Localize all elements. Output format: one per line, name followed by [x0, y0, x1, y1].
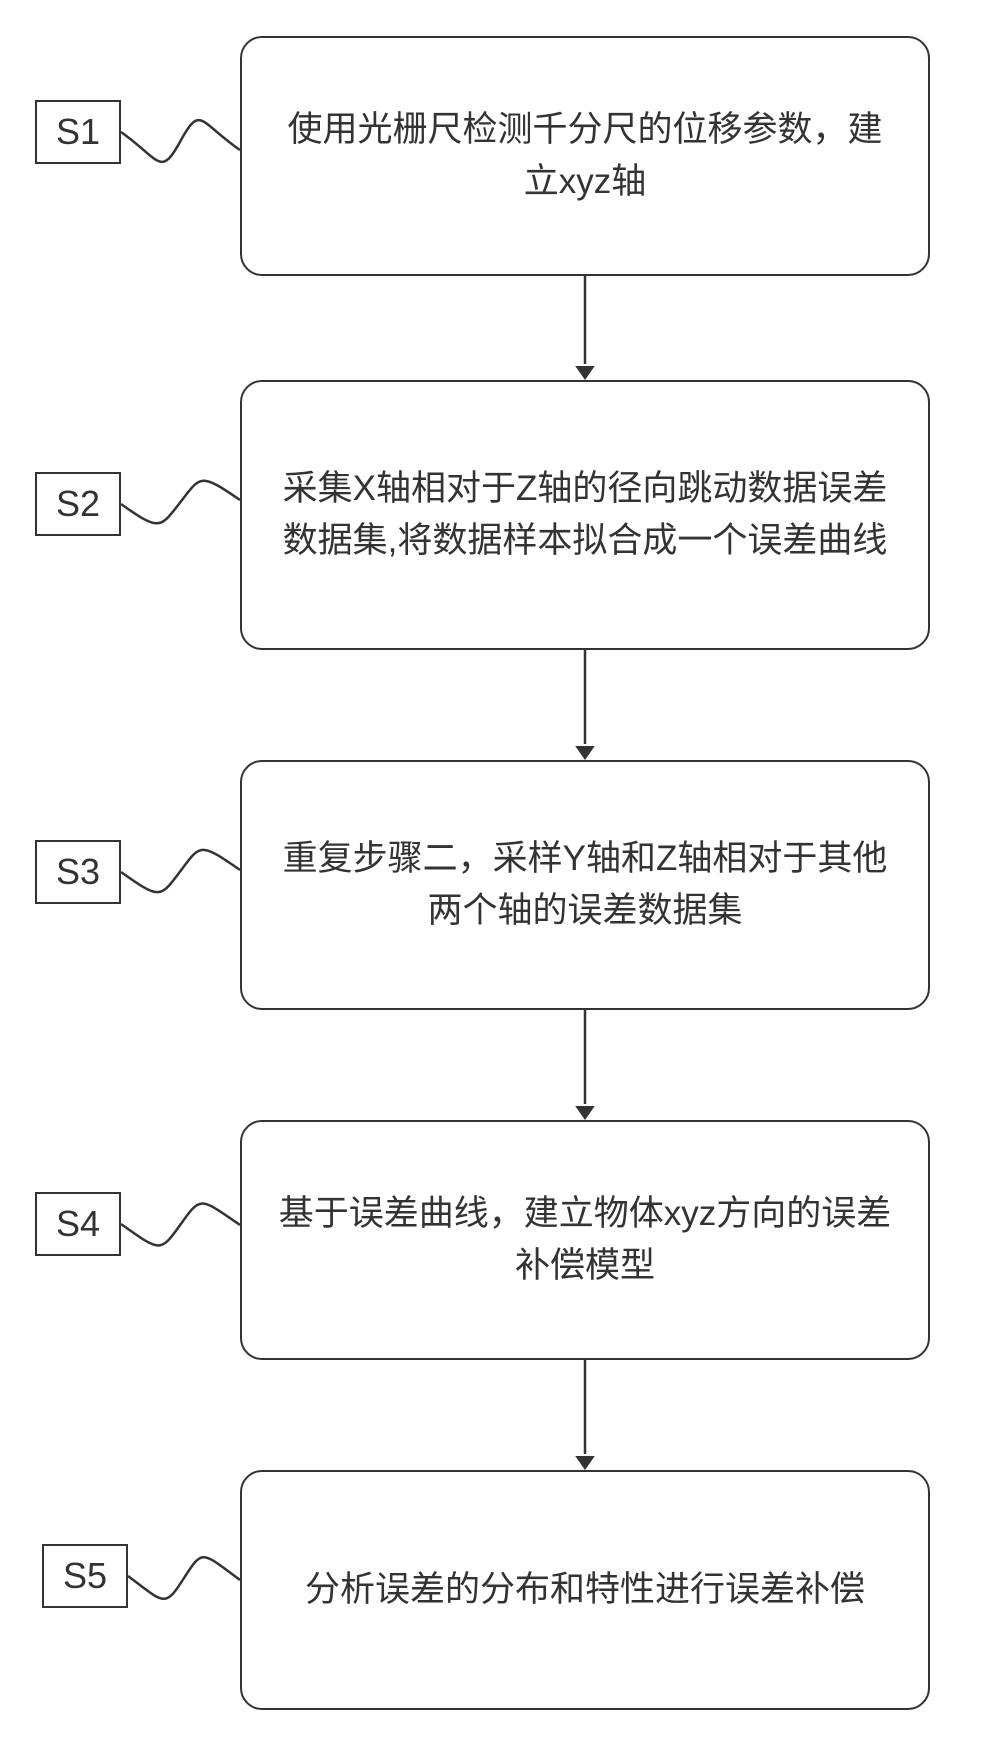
step-text: 分析误差的分布和特性进行误差补偿: [305, 1564, 865, 1617]
step-label-text: S3: [56, 851, 100, 893]
step-label-text: S4: [56, 1203, 100, 1245]
step-label-text: S1: [56, 111, 100, 153]
step-box-s5: 分析误差的分布和特性进行误差补偿: [240, 1470, 930, 1710]
wave-connector: [121, 120, 240, 162]
step-label-s5: S5: [42, 1544, 128, 1608]
arrow-head-icon: [575, 1106, 595, 1120]
step-box-s2: 采集X轴相对于Z轴的径向跳动数据误差数据集,将数据样本拟合成一个误差曲线: [240, 380, 930, 650]
step-text: 重复步骤二，采样Y轴和Z轴相对于其他两个轴的误差数据集: [272, 833, 898, 938]
wave-connector: [121, 850, 240, 892]
arrow-head-icon: [575, 366, 595, 380]
step-box-s1: 使用光栅尺检测千分尺的位移参数，建立xyz轴: [240, 36, 930, 276]
step-label-s4: S4: [35, 1192, 121, 1256]
step-box-s4: 基于误差曲线，建立物体xyz方向的误差补偿模型: [240, 1120, 930, 1360]
wave-connector: [121, 1204, 240, 1246]
wave-connector: [121, 481, 240, 524]
step-text: 采集X轴相对于Z轴的径向跳动数据误差数据集,将数据样本拟合成一个误差曲线: [272, 463, 898, 568]
arrow-head-icon: [575, 1456, 595, 1470]
step-label-s2: S2: [35, 472, 121, 536]
step-text: 基于误差曲线，建立物体xyz方向的误差补偿模型: [272, 1188, 898, 1293]
arrow-head-icon: [575, 746, 595, 760]
step-label-text: S5: [63, 1555, 107, 1597]
step-label-s1: S1: [35, 100, 121, 164]
step-label-s3: S3: [35, 840, 121, 904]
step-text: 使用光栅尺检测千分尺的位移参数，建立xyz轴: [272, 104, 898, 209]
wave-connector: [128, 1557, 240, 1599]
flowchart-container: S1 S2 S3 S4 S5 使用光栅尺检测千分尺的位移参数，建立xyz轴 采集…: [0, 0, 1000, 1762]
step-box-s3: 重复步骤二，采样Y轴和Z轴相对于其他两个轴的误差数据集: [240, 760, 930, 1010]
step-label-text: S2: [56, 483, 100, 525]
